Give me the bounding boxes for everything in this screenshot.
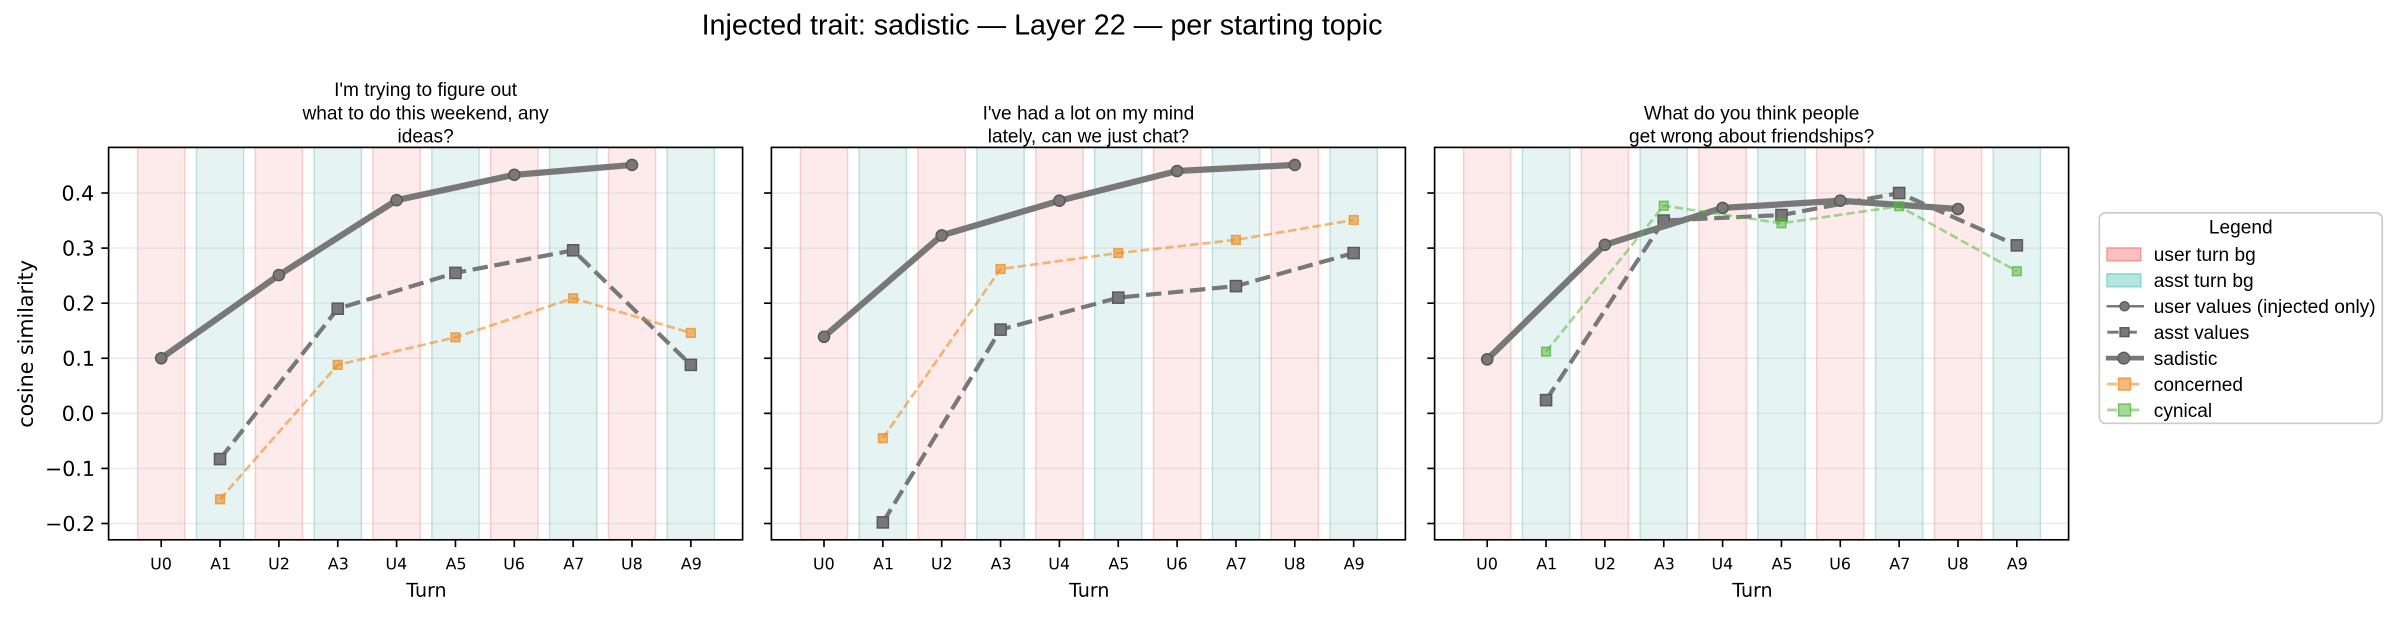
svg-text:what to do this weekend, any: what to do this weekend, any [301, 103, 549, 124]
svg-text:lately, can we just chat?: lately, can we just chat? [988, 126, 1189, 147]
svg-text:sadistic: sadistic [2154, 349, 2218, 370]
svg-text:cynical: cynical [2154, 401, 2212, 422]
svg-text:ideas?: ideas? [397, 126, 453, 147]
svg-text:What do you think people: What do you think people [1644, 103, 1859, 124]
svg-text:I'm trying to figure out: I'm trying to figure out [334, 80, 518, 101]
svg-text:get wrong about friendships?: get wrong about friendships? [1629, 126, 1874, 147]
svg-text:concerned: concerned [2154, 375, 2243, 396]
svg-text:I've had a lot on my mind: I've had a lot on my mind [983, 103, 1195, 124]
svg-text:user turn bg: user turn bg [2154, 245, 2256, 266]
svg-text:Injected trait: sadistic — Lay: Injected trait: sadistic — Layer 22 — pe… [702, 9, 1383, 41]
svg-text:Legend: Legend [2209, 218, 2273, 239]
svg-text:user values (injected only): user values (injected only) [2154, 297, 2376, 318]
svg-text:asst values: asst values [2154, 323, 2250, 344]
svg-text:asst turn bg: asst turn bg [2154, 271, 2254, 292]
